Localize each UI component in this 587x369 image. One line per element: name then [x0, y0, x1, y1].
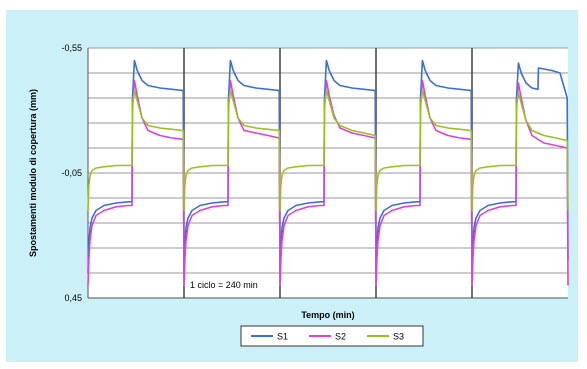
- y-tick-labels: -0,55 -0,05 0,45: [61, 43, 82, 303]
- legend-label-s3: S3: [393, 332, 404, 342]
- series-lines: [87, 59, 569, 287]
- series-line-s1: [87, 59, 569, 274]
- series-line-s3: [87, 89, 569, 212]
- cycle-annotation: 1 ciclo = 240 min: [190, 280, 258, 290]
- line-chart: -0,55 -0,05 0,45 1 ciclo = 240 min Tempo (…: [28, 43, 569, 347]
- y-axis-title: Spostamenti modulo di copertura (mm): [28, 89, 38, 257]
- legend-box: [240, 325, 424, 347]
- y-tick-label: -0,55: [61, 43, 82, 53]
- y-tick-label: 0,45: [64, 293, 82, 303]
- y-tick-label: -0,05: [61, 168, 82, 178]
- legend-label-s1: S1: [277, 332, 288, 342]
- chart-area: -0,55 -0,05 0,45 1 ciclo = 240 min Tempo (…: [6, 10, 578, 362]
- x-axis-title: Tempo (min): [301, 310, 354, 320]
- legend-label-s2: S2: [335, 332, 346, 342]
- legend: S1 S2 S3: [240, 325, 424, 347]
